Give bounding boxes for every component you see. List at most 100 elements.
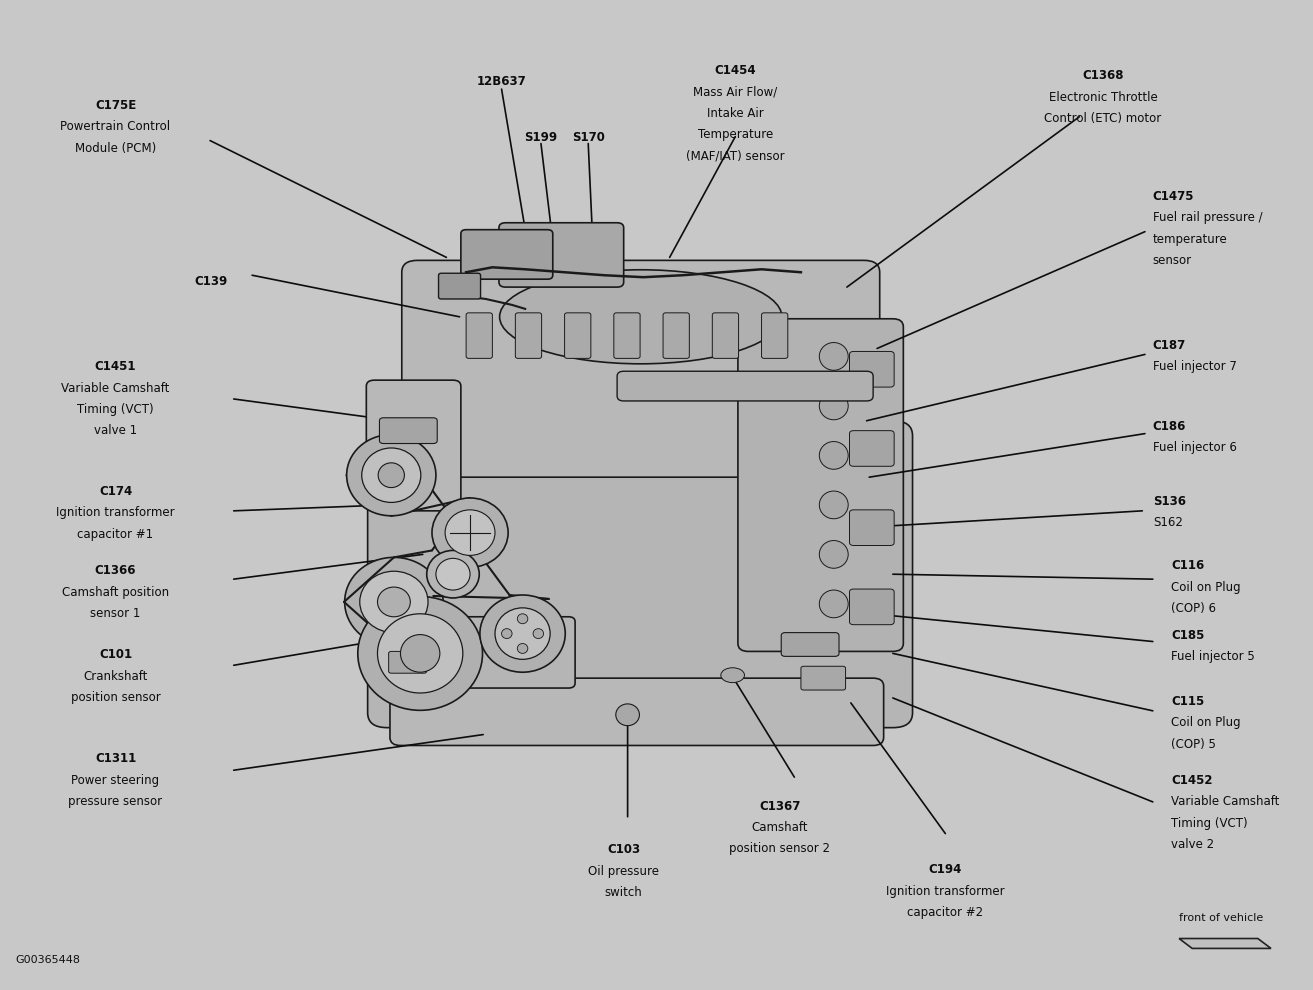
FancyBboxPatch shape [460, 617, 575, 688]
Ellipse shape [400, 635, 440, 672]
Text: Coil on Plug: Coil on Plug [1171, 580, 1241, 594]
Text: C187: C187 [1153, 339, 1186, 351]
Text: temperature: temperature [1153, 233, 1228, 246]
Ellipse shape [390, 468, 419, 486]
Text: Module (PCM): Module (PCM) [75, 142, 156, 154]
Text: Electronic Throttle: Electronic Throttle [1049, 90, 1157, 104]
Text: Mass Air Flow/: Mass Air Flow/ [693, 85, 777, 99]
Ellipse shape [819, 343, 848, 370]
FancyBboxPatch shape [466, 313, 492, 358]
Ellipse shape [436, 558, 470, 590]
Text: (MAF/IAT) sensor: (MAF/IAT) sensor [685, 149, 785, 162]
Text: Ignition transformer: Ignition transformer [886, 885, 1004, 898]
Text: C1368: C1368 [1082, 69, 1124, 82]
FancyBboxPatch shape [850, 589, 894, 625]
Text: C1366: C1366 [95, 564, 137, 577]
Ellipse shape [481, 595, 566, 672]
Text: Timing (VCT): Timing (VCT) [77, 403, 154, 416]
Text: Ignition transformer: Ignition transformer [56, 507, 175, 520]
Text: valve 2: valve 2 [1171, 838, 1215, 851]
Ellipse shape [517, 614, 528, 624]
Text: S199: S199 [524, 131, 558, 144]
Ellipse shape [445, 510, 495, 555]
FancyBboxPatch shape [712, 313, 738, 358]
Text: Fuel rail pressure /: Fuel rail pressure / [1153, 211, 1262, 225]
FancyBboxPatch shape [614, 313, 641, 358]
Ellipse shape [360, 571, 428, 633]
Text: C1311: C1311 [95, 752, 137, 765]
Ellipse shape [432, 498, 508, 567]
Text: Variable Camshaft: Variable Camshaft [62, 381, 169, 395]
Text: sensor: sensor [1153, 253, 1192, 267]
Text: S170: S170 [571, 131, 605, 144]
Text: C139: C139 [194, 275, 227, 288]
Text: Fuel injector 7: Fuel injector 7 [1153, 359, 1237, 373]
FancyBboxPatch shape [738, 319, 903, 651]
FancyBboxPatch shape [565, 313, 591, 358]
Text: 12B637: 12B637 [477, 75, 527, 88]
FancyBboxPatch shape [515, 313, 541, 358]
Text: (COP) 6: (COP) 6 [1171, 602, 1216, 615]
Text: Control (ETC) motor: Control (ETC) motor [1044, 112, 1162, 125]
FancyBboxPatch shape [850, 510, 894, 545]
Text: C1452: C1452 [1171, 774, 1213, 787]
FancyBboxPatch shape [461, 230, 553, 279]
Text: G00365448: G00365448 [16, 955, 81, 965]
Text: C115: C115 [1171, 695, 1204, 708]
Text: front of vehicle: front of vehicle [1179, 913, 1263, 923]
FancyBboxPatch shape [366, 380, 461, 511]
Text: (COP) 5: (COP) 5 [1171, 738, 1216, 750]
Text: sensor 1: sensor 1 [91, 607, 140, 620]
Text: capacitor #1: capacitor #1 [77, 528, 154, 541]
FancyBboxPatch shape [663, 313, 689, 358]
Ellipse shape [616, 704, 639, 726]
Text: capacitor #2: capacitor #2 [907, 906, 983, 919]
FancyBboxPatch shape [781, 633, 839, 656]
Text: Fuel injector 6: Fuel injector 6 [1153, 442, 1237, 454]
FancyBboxPatch shape [379, 418, 437, 444]
Text: switch: switch [605, 886, 642, 899]
Text: C1475: C1475 [1153, 190, 1195, 203]
FancyBboxPatch shape [439, 273, 481, 299]
Text: Variable Camshaft: Variable Camshaft [1171, 796, 1280, 809]
Text: C101: C101 [98, 648, 133, 661]
Ellipse shape [427, 550, 479, 598]
Text: position sensor: position sensor [71, 691, 160, 704]
FancyBboxPatch shape [389, 651, 427, 673]
Text: C175E: C175E [95, 99, 137, 112]
Text: Camshaft: Camshaft [751, 822, 809, 835]
Ellipse shape [819, 442, 848, 469]
Text: pressure sensor: pressure sensor [68, 795, 163, 808]
Text: C194: C194 [928, 863, 962, 876]
Text: Timing (VCT): Timing (VCT) [1171, 817, 1247, 830]
Ellipse shape [344, 557, 444, 646]
Text: Fuel injector 5: Fuel injector 5 [1171, 650, 1255, 663]
Ellipse shape [533, 629, 544, 639]
Ellipse shape [499, 269, 783, 363]
Text: C1367: C1367 [759, 800, 801, 813]
Text: Temperature: Temperature [697, 128, 773, 142]
Ellipse shape [819, 541, 848, 568]
Ellipse shape [819, 491, 848, 519]
FancyBboxPatch shape [762, 313, 788, 358]
Ellipse shape [819, 392, 848, 420]
Text: C174: C174 [98, 485, 133, 498]
Text: Powertrain Control: Powertrain Control [60, 120, 171, 134]
FancyBboxPatch shape [850, 351, 894, 387]
Ellipse shape [495, 608, 550, 659]
Text: C1451: C1451 [95, 360, 137, 373]
Text: C1454: C1454 [714, 64, 756, 77]
FancyBboxPatch shape [402, 260, 880, 477]
Text: Oil pressure: Oil pressure [588, 865, 659, 878]
Text: position sensor 2: position sensor 2 [730, 842, 830, 855]
Text: Power steering: Power steering [71, 774, 160, 787]
Ellipse shape [502, 629, 512, 639]
Text: C186: C186 [1153, 420, 1186, 433]
FancyBboxPatch shape [850, 431, 894, 466]
FancyBboxPatch shape [617, 371, 873, 401]
FancyBboxPatch shape [499, 223, 624, 287]
FancyBboxPatch shape [368, 421, 913, 728]
Ellipse shape [361, 447, 420, 502]
Ellipse shape [357, 596, 483, 711]
FancyBboxPatch shape [390, 678, 884, 745]
